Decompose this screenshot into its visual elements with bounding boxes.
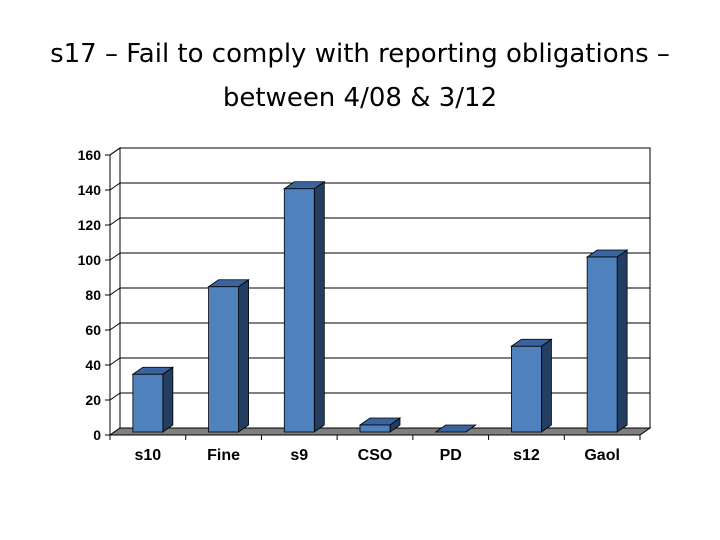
y-tick-label: 140 — [78, 182, 102, 198]
gridline-depth — [109, 322, 121, 331]
x-tick-label: s10 — [135, 447, 162, 464]
y-axis: 0 20 40 60 80 100 120 140 160 — [78, 147, 111, 443]
bar — [131, 366, 175, 433]
x-tick-label: Fine — [207, 447, 240, 464]
bar — [434, 424, 477, 433]
y-tick-label: 120 — [78, 217, 102, 233]
y-tick-label: 80 — [85, 287, 101, 303]
gridline-depth — [109, 392, 121, 401]
gridline-depth — [109, 252, 121, 261]
gridline-depth — [109, 287, 121, 296]
bar-side — [238, 278, 249, 433]
bar-side — [162, 366, 174, 433]
bar-front — [359, 424, 391, 433]
y-tick-label: 20 — [85, 392, 101, 408]
title-line-2: between 4/08 & 3/12 — [222, 83, 498, 113]
chart-plot-area — [108, 147, 652, 436]
bar — [358, 417, 402, 433]
chart-bars — [131, 180, 629, 433]
bar-side — [541, 338, 552, 433]
x-tick-label: CSO — [358, 447, 393, 464]
bar-top — [434, 424, 477, 433]
x-tick-label: s12 — [513, 447, 540, 464]
bar — [283, 180, 326, 433]
bar-front — [511, 345, 542, 433]
gridline-depth — [109, 182, 121, 191]
bar-front — [132, 373, 164, 433]
bar-front — [283, 188, 315, 433]
bar-front — [208, 286, 239, 433]
y-tick-label: 100 — [78, 252, 102, 268]
bar-side — [616, 249, 628, 433]
y-tick-label: 0 — [93, 427, 101, 443]
gridline-depth — [109, 357, 121, 366]
gridline-depth — [109, 147, 121, 156]
bar — [207, 278, 250, 433]
bar — [585, 249, 629, 433]
x-tick-label: s9 — [290, 447, 308, 464]
bar — [510, 338, 553, 433]
x-tick-label: PD — [440, 447, 462, 464]
title-line-1: s17 – Fail to comply with reporting obli… — [50, 39, 670, 69]
slide-title: s17 – Fail to comply with reporting obli… — [20, 32, 700, 120]
x-tick-label: Gaol — [584, 447, 620, 464]
x-axis: s10 Fine s9 CSO PD s12 Gaol — [109, 434, 641, 464]
y-tick-label: 40 — [85, 357, 101, 373]
gridline-depth — [109, 217, 121, 226]
y-tick-label: 160 — [78, 147, 102, 163]
bar-front — [586, 256, 618, 433]
bar-side — [313, 180, 325, 433]
y-tick-label: 60 — [85, 322, 101, 338]
